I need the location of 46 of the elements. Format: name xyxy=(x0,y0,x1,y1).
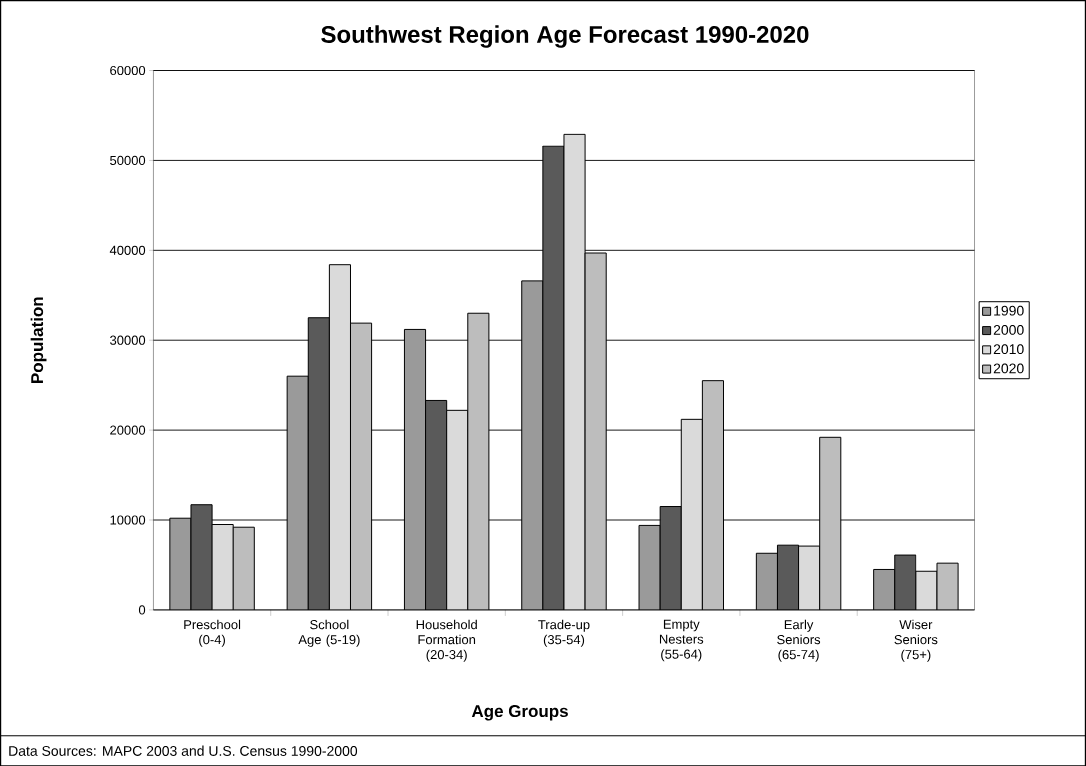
legend-label: 1990 xyxy=(994,305,1024,316)
legend-label: 2020 xyxy=(993,363,1024,374)
legend-label: 2000 xyxy=(993,324,1024,335)
y-tick-label: 10000 xyxy=(110,515,146,525)
x-tick-label: Household Formation (20-34) xyxy=(416,619,477,662)
x-tick-label: Preschool (0-4) xyxy=(184,619,241,647)
x-tick-label: School Age (5-19) xyxy=(298,619,360,647)
chart-title: Southwest Region Age Forecast 1990-2020 xyxy=(321,25,809,48)
y-tick-label: 40000 xyxy=(109,245,146,255)
bar xyxy=(446,409,469,610)
bar xyxy=(873,568,896,610)
bar xyxy=(659,505,682,610)
text: Data Sources: MAPC 2003 and U.S. Census 1990-2000 xyxy=(9,745,358,756)
bar xyxy=(403,328,427,610)
bar xyxy=(584,252,607,610)
legend-label: 2010 xyxy=(993,344,1024,354)
x-tick-label: Empty Nesters (55-64) xyxy=(659,619,704,662)
bar xyxy=(286,375,309,610)
bar xyxy=(521,280,544,610)
bar xyxy=(307,317,330,610)
bar xyxy=(542,145,565,610)
bar xyxy=(328,264,351,610)
bar xyxy=(701,380,724,610)
bar xyxy=(798,545,821,610)
bar xyxy=(349,322,373,610)
y-tick-label: 30000 xyxy=(110,335,146,345)
bar xyxy=(467,312,490,610)
x-tick-label: Trade-up (35-54) xyxy=(538,619,590,647)
bar xyxy=(776,544,800,610)
bar xyxy=(211,523,234,610)
x-tick-label: Early Seniors (65-74) xyxy=(777,619,821,662)
bar xyxy=(232,526,255,610)
x-tick-label: Wiser Seniors (75+) xyxy=(894,619,938,662)
bar xyxy=(819,436,842,610)
y-tick-label: 0 xyxy=(138,605,146,615)
bar xyxy=(894,554,917,610)
y-axis-title: Population xyxy=(30,297,47,383)
bar xyxy=(755,552,778,610)
bar xyxy=(638,524,661,610)
bar xyxy=(425,399,448,610)
bar xyxy=(563,133,586,610)
y-tick-label: 60000 xyxy=(110,65,146,75)
y-tick-label: 20000 xyxy=(110,425,146,435)
bar xyxy=(680,418,703,610)
x-axis-title: Age Groups xyxy=(471,704,568,721)
y-tick-label: 50000 xyxy=(110,155,146,165)
